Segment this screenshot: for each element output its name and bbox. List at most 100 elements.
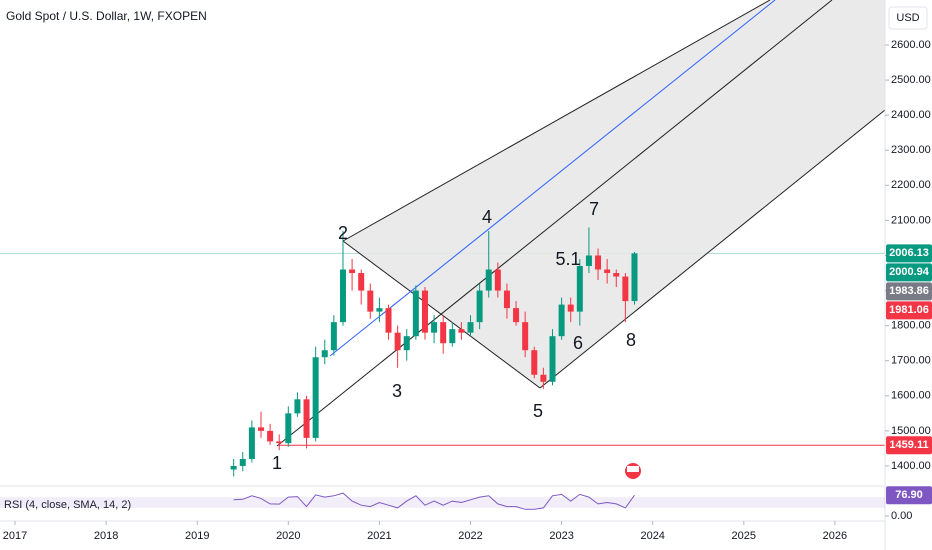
unit-box[interactable] <box>888 6 928 30</box>
x-tick-label: 2026 <box>823 530 847 542</box>
x-tick-label: 2019 <box>185 530 209 542</box>
candle-body <box>585 255 592 267</box>
price-label: 1981.06 <box>889 304 929 316</box>
y-tick-label: 2200.00 <box>891 179 931 191</box>
price-label: 2000.94 <box>889 266 930 278</box>
candle-body <box>513 308 520 323</box>
price-label: 1459.11 <box>889 439 928 451</box>
candle-body <box>595 255 602 270</box>
y-tick-label: 1400.00 <box>891 460 931 472</box>
candle-body <box>312 357 319 438</box>
candle-body <box>631 253 638 302</box>
wave-label: 5.1 <box>555 249 580 269</box>
pitchfork-base <box>342 240 541 389</box>
y-tick-label: 1800.00 <box>891 320 931 332</box>
candle-body <box>267 430 274 442</box>
price-label-box <box>886 244 932 263</box>
candle-body <box>503 290 510 309</box>
candle-body <box>558 304 565 337</box>
candle-body <box>230 465 237 470</box>
median-line <box>329 0 776 357</box>
rsi-line <box>233 492 635 510</box>
rsi-band <box>0 497 885 508</box>
y-tick-label: 2400.00 <box>891 109 931 121</box>
y-tick-label: 2600.00 <box>891 39 931 51</box>
rsi-label: RSI (4, close, SMA, 14, 2) <box>4 499 131 511</box>
candle-body <box>567 304 574 312</box>
candle-body <box>476 290 483 323</box>
candle-body <box>449 329 456 344</box>
candle-body <box>330 322 337 351</box>
wave-label: 3 <box>392 381 402 401</box>
y-tick-label: 2100.00 <box>891 214 931 226</box>
candle-body <box>458 329 465 333</box>
wave-label: 8 <box>626 330 636 350</box>
candle-body <box>285 413 292 444</box>
chart-title: Gold Spot / U.S. Dollar, 1W, FXOPEN <box>6 9 207 23</box>
wave-label: 2 <box>338 223 348 243</box>
candle-body <box>248 427 255 459</box>
candle-body <box>421 290 428 333</box>
x-tick-label: 2023 <box>549 530 573 542</box>
rsi-tick-label: 0.00 <box>891 510 912 522</box>
candle-body <box>358 273 365 291</box>
wave-label: 4 <box>482 207 492 227</box>
wave-label: 5 <box>533 401 543 421</box>
candle-body <box>540 374 547 382</box>
flag-stripe <box>627 466 639 472</box>
pitchfork-upper <box>342 0 771 242</box>
candle-body <box>431 322 438 333</box>
x-tick-label: 2024 <box>640 530 664 542</box>
candle-body <box>613 273 620 277</box>
candle-body <box>576 266 583 312</box>
pitchfork <box>276 0 886 447</box>
x-tick-label: 2020 <box>276 530 300 542</box>
candle-body <box>385 308 392 333</box>
rsi-last-box <box>886 486 932 505</box>
y-tick-label: 2300.00 <box>891 144 931 156</box>
candle-body <box>303 399 310 438</box>
candle-body <box>549 336 556 382</box>
price-label-box <box>886 263 932 282</box>
candle-body <box>522 322 529 351</box>
candle-body <box>367 290 374 312</box>
x-tick-label: 2022 <box>458 530 482 542</box>
wave-label: 7 <box>589 199 599 219</box>
candle-body <box>485 269 492 291</box>
candle-body <box>440 322 447 344</box>
candle-body <box>531 350 538 375</box>
x-tick-label: 2025 <box>732 530 756 542</box>
y-tick-label: 1600.00 <box>891 390 931 402</box>
candle-body <box>376 308 383 312</box>
rsi-last-label: 76.90 <box>895 489 923 501</box>
candle-body <box>467 322 474 333</box>
price-label-box <box>886 436 932 455</box>
pitchfork-lower <box>539 109 886 389</box>
axis-unit: USD <box>896 12 919 24</box>
wave-label: 6 <box>573 333 583 353</box>
price-label: 1983.86 <box>889 285 929 297</box>
candle-body <box>349 269 356 274</box>
candle-body <box>339 269 346 323</box>
candle-body <box>412 290 419 337</box>
candle-body <box>604 269 611 274</box>
y-tick-label: 1500.00 <box>891 425 931 437</box>
y-tick-label: 2500.00 <box>891 74 931 86</box>
price-label: 2006.13 <box>889 247 929 259</box>
x-tick-label: 2017 <box>3 530 27 542</box>
candles <box>230 227 638 477</box>
candle-body <box>257 427 264 431</box>
candle-body <box>403 336 410 351</box>
candle-body <box>321 350 328 358</box>
candle-body <box>622 276 629 302</box>
price-label-box <box>886 301 932 320</box>
candle-body <box>239 458 246 466</box>
wave-label: 1 <box>272 453 282 473</box>
candle-body <box>276 441 283 444</box>
x-tick-label: 2021 <box>367 530 391 542</box>
x-tick-label: 2018 <box>94 530 118 542</box>
candle-body <box>294 399 301 414</box>
candle-body <box>494 269 501 291</box>
